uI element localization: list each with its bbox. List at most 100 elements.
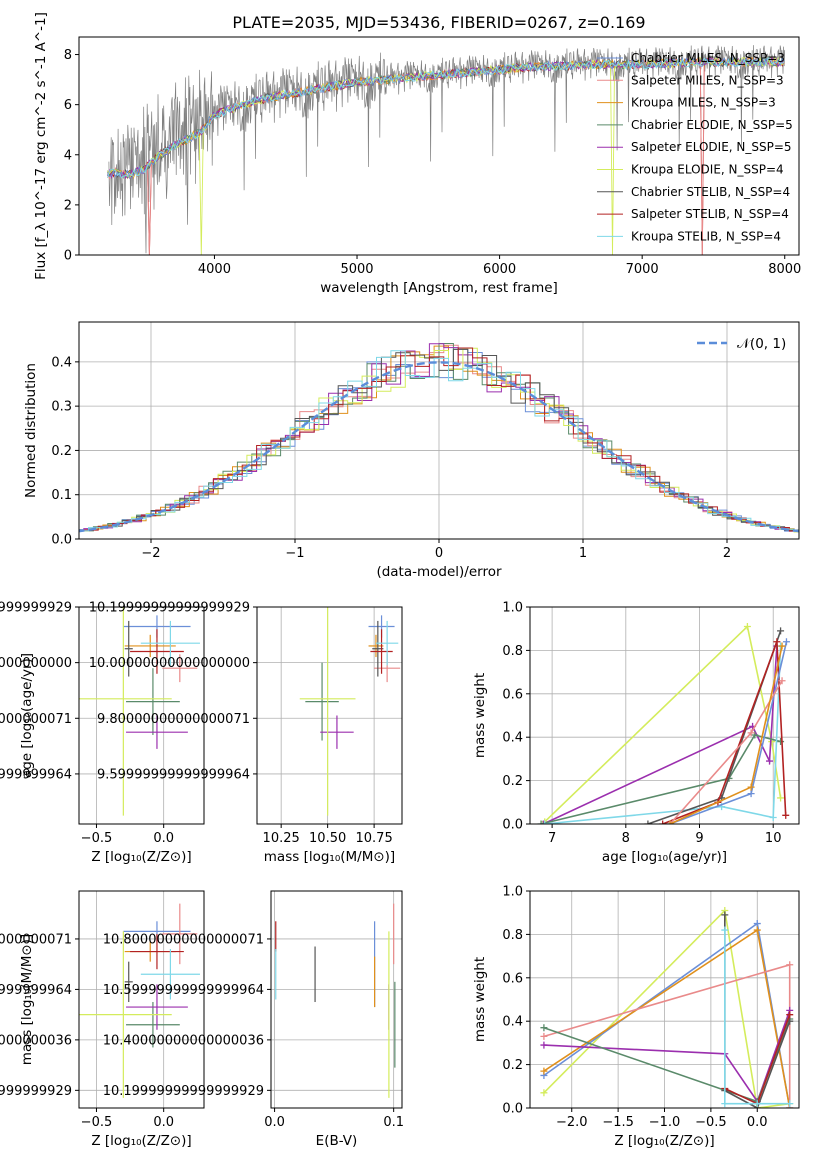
weight-marker-salpeter_stelib bbox=[773, 638, 781, 646]
y-tick-label: 6 bbox=[64, 98, 72, 113]
model-spectrum-salpeter_miles bbox=[107, 56, 785, 255]
legend-label: Chabrier STELIB, N_SSP=4 bbox=[631, 185, 790, 199]
weight-line-kroupa_stelib bbox=[544, 646, 782, 824]
x-axis-label: Z [log₁₀(Z/Z⊙)] bbox=[91, 1133, 191, 1149]
weight-marker-salpeter_miles bbox=[786, 961, 794, 969]
y-tick-label: 10.00000000000000000 bbox=[0, 656, 72, 671]
weight-marker-kroupa_stelib bbox=[541, 820, 549, 824]
axes-frame bbox=[78, 36, 800, 256]
plot-area bbox=[275, 903, 396, 1098]
x-tick-label: −2.0 bbox=[556, 1115, 588, 1130]
x-axis-label: age [log₁₀(age/yr)] bbox=[602, 849, 727, 865]
panel-mass_vs_Z: −0.5 0.0 10.19999999999999929 10.4000000000… bbox=[0, 890, 205, 1149]
y-tick-label: 0.8 bbox=[502, 928, 523, 943]
y-tick-label: 10.59999999999999964 bbox=[0, 983, 72, 998]
plot-area bbox=[540, 907, 794, 1108]
y-tick-label: 10.19999999999999929 bbox=[89, 601, 250, 616]
weight-marker-kroupa_miles bbox=[753, 926, 761, 934]
weight-marker-chabrier_miles bbox=[747, 790, 755, 798]
x-tick-label: −0.5 bbox=[81, 831, 113, 846]
weight-marker-chabrier_miles bbox=[753, 920, 761, 928]
legend-label: Salpeter STELIB, N_SSP=4 bbox=[631, 207, 789, 221]
model-spectrum-kroupa_stelib bbox=[107, 57, 785, 179]
y-tick-label: 10.19999999999999929 bbox=[0, 1084, 72, 1099]
weight-line-chabrier_stelib bbox=[647, 630, 782, 824]
weight-marker-salpeter_miles bbox=[778, 677, 786, 685]
y-axis-label: Normed distribution bbox=[23, 363, 39, 498]
x-tick-label: −1 bbox=[285, 546, 304, 561]
x-tick-label: 8 bbox=[622, 831, 630, 846]
weight-marker-salpeter_elodie bbox=[540, 1041, 548, 1049]
weight-marker-chabrier_elodie bbox=[537, 820, 545, 824]
weight-line-chabrier_elodie bbox=[543, 1018, 791, 1103]
weight-marker-kroupa_miles bbox=[778, 642, 786, 650]
spectrum-legend: Chabrier MILES, N_SSP=3 Salpeter MILES, N… bbox=[597, 51, 793, 243]
y-tick-label: 0.2 bbox=[51, 444, 72, 459]
x-tick-label: 10 bbox=[765, 831, 782, 846]
weight-line-kroupa_stelib bbox=[724, 930, 790, 1105]
x-tick-label: 4000 bbox=[198, 262, 231, 277]
y-tick-label: 10.19999999999999929 bbox=[0, 601, 72, 616]
x-tick-label: 10.25 bbox=[263, 831, 300, 846]
panel-age_vs_mass: 10.25 10.50 10.75 9.59999999999999964 9.8000… bbox=[89, 601, 403, 865]
y-tick-label: 9.59999999999999964 bbox=[0, 767, 72, 782]
plot-area bbox=[79, 343, 799, 534]
y-tick-label: 10.40000000000000036 bbox=[103, 1033, 264, 1048]
y-axis-label: Flux [f_λ 10^-17 erg cm^-2 s^-1 A^-1] bbox=[33, 12, 49, 280]
weight-marker-chabrier_stelib bbox=[721, 911, 729, 919]
x-tick-label: 5000 bbox=[340, 262, 373, 277]
panel-mass_vs_ebv: 0.0 0.1 10.19999999999999929 10.40000000000… bbox=[103, 890, 404, 1149]
y-axis-label: mass [log₁₀(M/M⊙)] bbox=[19, 934, 35, 1065]
axes-frame bbox=[78, 606, 205, 825]
y-tick-label: 10.80000000000000071 bbox=[103, 932, 264, 947]
y-tick-label: 1.0 bbox=[502, 885, 523, 900]
y-tick-label: 10.40000000000000036 bbox=[0, 1033, 72, 1048]
legend-label: Salpeter ELODIE, N_SSP=5 bbox=[631, 140, 792, 154]
y-tick-label: 10.19999999999999929 bbox=[103, 1084, 264, 1099]
y-tick-label: 0.1 bbox=[51, 488, 72, 503]
x-axis-label: (data-model)/error bbox=[376, 564, 502, 580]
histogram-kroupa_stelib bbox=[79, 350, 799, 532]
x-tick-label: 10.75 bbox=[356, 831, 393, 846]
x-tick-label: −2 bbox=[141, 546, 160, 561]
x-tick-label: 0.0 bbox=[747, 1115, 768, 1130]
x-tick-label: 0.0 bbox=[153, 1115, 174, 1130]
x-axis-label: Z [log₁₀(Z/Z⊙)] bbox=[91, 849, 191, 865]
panel-spectrum: 4000 5000 6000 7000 8000 0 2 4 6 8 wavelength [Ang… bbox=[33, 12, 801, 296]
y-tick-label: 0.2 bbox=[502, 1058, 523, 1073]
y-tick-label: 0.0 bbox=[502, 818, 523, 833]
weight-marker-kroupa_elodie bbox=[540, 1089, 548, 1097]
x-tick-label: 7000 bbox=[626, 262, 659, 277]
weight-line-kroupa_elodie bbox=[543, 908, 790, 1108]
y-tick-label: 10.59999999999999964 bbox=[103, 983, 264, 998]
weight-marker-kroupa_stelib bbox=[769, 813, 777, 821]
x-tick-label: 0.1 bbox=[383, 1115, 404, 1130]
x-tick-label: 7 bbox=[548, 831, 556, 846]
axes-frame bbox=[529, 890, 800, 1109]
y-axis-label: age [log₁₀(age/yr)] bbox=[19, 653, 35, 778]
legend-label: Kroupa STELIB, N_SSP=4 bbox=[631, 229, 781, 243]
weight-marker-salpeter_stelib bbox=[786, 1011, 794, 1019]
y-tick-label: 4 bbox=[64, 148, 72, 163]
weight-line-kroupa_elodie bbox=[544, 624, 782, 823]
axes-frame bbox=[270, 890, 403, 1109]
histogram-salpeter_miles bbox=[79, 344, 799, 532]
y-tick-label: 9.59999999999999964 bbox=[97, 767, 250, 782]
legend-label: Kroupa ELODIE, N_SSP=4 bbox=[631, 163, 784, 177]
weight-marker-chabrier_elodie bbox=[751, 731, 759, 739]
y-tick-label: 0.2 bbox=[502, 774, 523, 789]
legend-label: Salpeter MILES, N_SSP=3 bbox=[631, 73, 784, 87]
weight-line-salpeter_stelib bbox=[662, 641, 787, 824]
axes-frame bbox=[78, 321, 800, 540]
weight-marker-kroupa_miles bbox=[666, 820, 674, 824]
panel-residual_histogram: −2 −1 0 1 2 0.0 0.1 0.2 0.3 0.4 (data-model)/error… bbox=[23, 321, 800, 580]
panel-age_vs_Z: −0.5 0.0 9.59999999999999964 9.800000000000… bbox=[0, 601, 205, 865]
weight-marker-chabrier_stelib bbox=[777, 627, 785, 635]
plot-area bbox=[537, 623, 790, 824]
weight-line-salpeter_miles bbox=[543, 963, 791, 1108]
weight-marker-chabrier_elodie bbox=[777, 738, 785, 746]
weight-marker-kroupa_stelib bbox=[753, 1100, 761, 1108]
axes-frame bbox=[529, 606, 800, 825]
plot-area bbox=[107, 45, 786, 255]
